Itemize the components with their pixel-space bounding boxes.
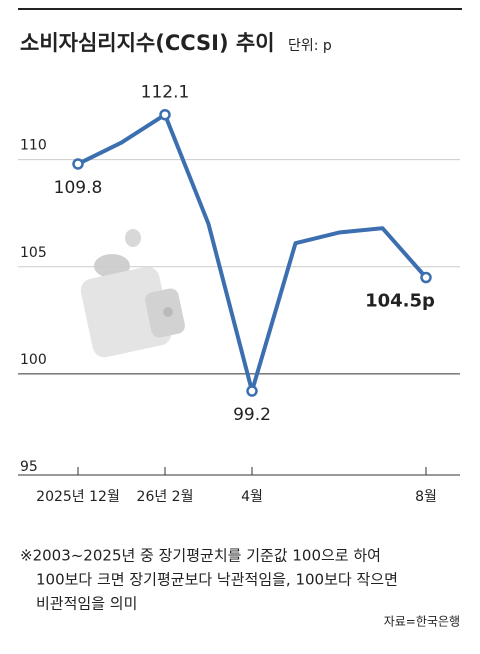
- note-line: ※2003~2025년 중 장기평균치를 기준값 100으로 하여: [20, 547, 381, 565]
- data-label: 99.2: [233, 405, 271, 425]
- x-tick-label: 4월: [241, 489, 263, 505]
- data-label: 104.5p: [365, 291, 435, 312]
- data-point: [246, 385, 258, 397]
- y-tick-label: 110: [20, 138, 47, 154]
- data-point: [159, 108, 171, 121]
- x-tick-label: 8월: [415, 489, 437, 505]
- chart-subtitle: 단위: p: [288, 38, 332, 54]
- y-tick-label: 100: [20, 352, 47, 368]
- y-tick-label: 105: [20, 245, 47, 261]
- x-tick-label: 26년 2월: [137, 489, 194, 505]
- data-label: 112.1: [141, 83, 190, 103]
- note-line: 100보다 크면 장기평균보다 낙관적임을, 100보다 작으면: [36, 571, 398, 589]
- data-label: 109.8: [54, 178, 103, 198]
- wallet-illustration: [80, 229, 185, 358]
- note-line: 비관적임을 의미: [36, 595, 137, 613]
- source: 자료=한국은행: [384, 614, 460, 629]
- y-tick-label: 95: [20, 459, 38, 475]
- chart-title: 소비자심리지수(CCSI) 추이: [20, 31, 275, 55]
- x-tick-label: 2025년 12월: [36, 489, 120, 505]
- data-point: [420, 271, 432, 284]
- data-point: [72, 158, 84, 170]
